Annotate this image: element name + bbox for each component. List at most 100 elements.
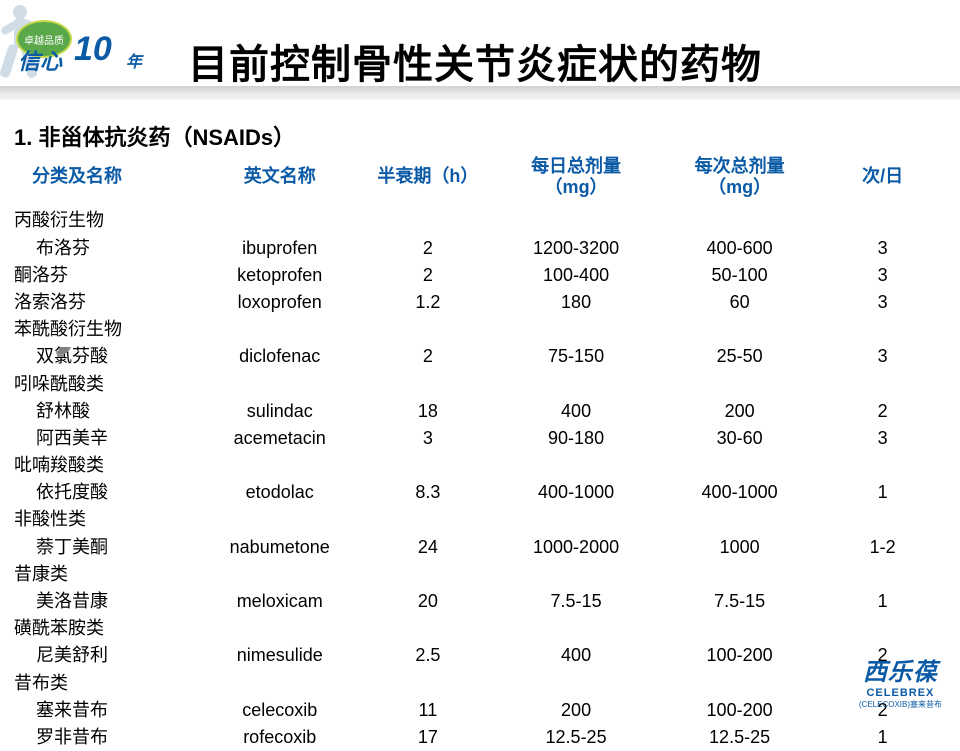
section-title: 1. 非甾体抗炎药（NSAIDs） [14, 120, 295, 152]
cell-name-en: rofecoxib [198, 724, 362, 751]
table-row: 尼美舒利nimesulide2.5400100-2002 [14, 642, 944, 669]
cell-half-life: 3 [361, 425, 494, 452]
col-header-dailydose: 每日总剂量（mg） [494, 152, 658, 207]
cell-half-life: 2 [361, 262, 494, 289]
cell-daily-dose: 400-1000 [494, 479, 658, 506]
table-row: 洛索洛芬loxoprofen1.2180603 [14, 289, 944, 316]
table-row: 布洛芬ibuprofen21200-3200400-6003 [14, 235, 944, 262]
table-row: 昔康类 [14, 561, 944, 588]
logo-ten: 10 [74, 30, 112, 69]
logo-main-text: 信心 [18, 44, 62, 76]
table-row: 丙酸衍生物 [14, 207, 944, 234]
brand-en: CELEBREX [859, 687, 942, 699]
cell-name-en: sulindac [198, 398, 362, 425]
col-header-freq: 次/日 [821, 152, 944, 207]
group-label: 丙酸衍生物 [14, 207, 944, 234]
table-row: 依托度酸etodolac8.3400-1000400-10001 [14, 479, 944, 506]
cell-per-dose: 200 [658, 398, 822, 425]
group-label: 非酸性类 [14, 506, 944, 533]
group-label: 吡喃羧酸类 [14, 452, 944, 479]
cell-half-life: 24 [361, 534, 494, 561]
cell-per-dose: 12.5-25 [658, 724, 822, 751]
cell-name-en: nimesulide [198, 642, 362, 669]
cell-name-en: nabumetone [198, 534, 362, 561]
group-label: 磺酰苯胺类 [14, 615, 944, 642]
cell-daily-dose: 7.5-15 [494, 588, 658, 615]
brand-sub: (CELECOXIB)塞来昔布 [859, 699, 942, 710]
cell-per-dose: 60 [658, 289, 822, 316]
cell-per-dose: 400-1000 [658, 479, 822, 506]
cell-daily-dose: 400 [494, 398, 658, 425]
cell-daily-dose: 1200-3200 [494, 235, 658, 262]
cell-daily-dose: 1000-2000 [494, 534, 658, 561]
cell-name-en: acemetacin [198, 425, 362, 452]
header-stripe [0, 86, 960, 100]
cell-daily-dose: 180 [494, 289, 658, 316]
cell-half-life: 17 [361, 724, 494, 751]
cell-name-en: meloxicam [198, 588, 362, 615]
cell-name-cn: 尼美舒利 [14, 642, 198, 669]
cell-per-dose: 1000 [658, 534, 822, 561]
cell-freq: 3 [821, 289, 944, 316]
brand-cn: 西乐葆 [859, 652, 942, 687]
page-title: 目前控制骨性关节炎症状的药物 [188, 32, 762, 90]
cell-per-dose: 7.5-15 [658, 588, 822, 615]
cell-half-life: 18 [361, 398, 494, 425]
cell-daily-dose: 12.5-25 [494, 724, 658, 751]
cell-name-en: ibuprofen [198, 235, 362, 262]
table-row: 舒林酸sulindac184002002 [14, 398, 944, 425]
cell-per-dose: 100-200 [658, 642, 822, 669]
cell-freq: 1 [821, 588, 944, 615]
cell-name-cn: 洛索洛芬 [14, 289, 198, 316]
table-header-row: 分类及名称 英文名称 半衰期（h） 每日总剂量（mg） 每次总剂量（mg） 次/… [14, 152, 944, 207]
cell-freq: 2 [821, 398, 944, 425]
brand-logo: 西乐葆 CELEBREX (CELECOXIB)塞来昔布 [859, 652, 942, 710]
table-row: 阿西美辛acemetacin390-18030-603 [14, 425, 944, 452]
cell-daily-dose: 90-180 [494, 425, 658, 452]
table-row: 美洛昔康meloxicam207.5-157.5-151 [14, 588, 944, 615]
cell-freq: 1-2 [821, 534, 944, 561]
table-row: 吲哚酰酸类 [14, 371, 944, 398]
cell-freq: 3 [821, 343, 944, 370]
cell-freq: 3 [821, 425, 944, 452]
cell-per-dose: 25-50 [658, 343, 822, 370]
cell-name-cn: 双氯芬酸 [14, 343, 198, 370]
logo-year: 年 [126, 48, 142, 72]
table-row: 非酸性类 [14, 506, 944, 533]
cell-freq: 3 [821, 262, 944, 289]
cell-half-life: 2 [361, 343, 494, 370]
cell-name-cn: 酮洛芬 [14, 262, 198, 289]
cell-daily-dose: 100-400 [494, 262, 658, 289]
cell-half-life: 8.3 [361, 479, 494, 506]
cell-name-cn: 萘丁美酮 [14, 534, 198, 561]
cell-freq: 3 [821, 235, 944, 262]
cell-half-life: 20 [361, 588, 494, 615]
cell-name-cn: 布洛芬 [14, 235, 198, 262]
cell-freq: 1 [821, 724, 944, 751]
table-row: 吡喃羧酸类 [14, 452, 944, 479]
cell-half-life: 1.2 [361, 289, 494, 316]
cell-daily-dose: 400 [494, 642, 658, 669]
cell-name-en: ketoprofen [198, 262, 362, 289]
cell-daily-dose: 75-150 [494, 343, 658, 370]
cell-per-dose: 50-100 [658, 262, 822, 289]
nsaids-table: 分类及名称 英文名称 半衰期（h） 每日总剂量（mg） 每次总剂量（mg） 次/… [14, 152, 944, 751]
cell-per-dose: 400-600 [658, 235, 822, 262]
col-header-english: 英文名称 [198, 152, 362, 207]
table-row: 酮洛芬ketoprofen2100-40050-1003 [14, 262, 944, 289]
cell-name-en: diclofenac [198, 343, 362, 370]
cell-name-cn: 依托度酸 [14, 479, 198, 506]
cell-name-cn: 阿西美辛 [14, 425, 198, 452]
col-header-name: 分类及名称 [14, 152, 198, 207]
cell-name-cn: 舒林酸 [14, 398, 198, 425]
col-header-halflife: 半衰期（h） [361, 152, 494, 207]
cell-half-life: 2.5 [361, 642, 494, 669]
group-label: 昔康类 [14, 561, 944, 588]
cell-per-dose: 30-60 [658, 425, 822, 452]
cell-name-cn: 美洛昔康 [14, 588, 198, 615]
table-row: 双氯芬酸diclofenac275-15025-503 [14, 343, 944, 370]
col-header-perdose: 每次总剂量（mg） [658, 152, 822, 207]
table-row: 昔布类 [14, 670, 944, 697]
group-label: 吲哚酰酸类 [14, 371, 944, 398]
header: 卓越品质 信心 10 年 目前控制骨性关节炎症状的药物 [0, 0, 960, 100]
